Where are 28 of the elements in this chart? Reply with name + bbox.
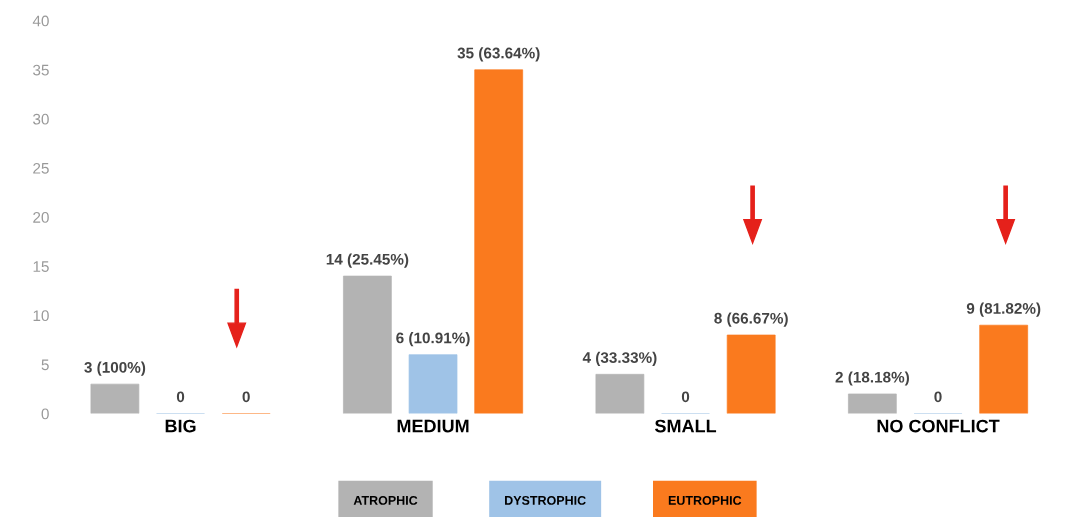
data-label: 3 (100%) bbox=[84, 361, 146, 376]
y-tick-label: 5 bbox=[41, 359, 49, 371]
data-label: 35 (63.64%) bbox=[457, 47, 540, 62]
y-tick-label: 40 bbox=[32, 15, 49, 27]
data-label: 0 bbox=[681, 391, 690, 403]
data-label: 0 bbox=[934, 391, 942, 403]
data-label: 0 bbox=[176, 391, 185, 403]
text: EUTROPHIC bbox=[668, 495, 742, 505]
text: ATROPHIC bbox=[353, 495, 418, 505]
data-label: 2 (18.18%) bbox=[835, 371, 909, 386]
y-tick-label: 25 bbox=[33, 162, 49, 174]
data-label: 6 (10.91%) bbox=[396, 332, 470, 347]
x-tick-label: SMALL bbox=[654, 419, 717, 433]
data-label: 8 (66.67%) bbox=[714, 312, 788, 327]
data-label: 4 (33.33%) bbox=[582, 351, 657, 366]
y-tick-label: 0 bbox=[41, 408, 49, 420]
y-tick-label: 35 bbox=[33, 64, 49, 76]
text: DYSTROPHIC bbox=[505, 495, 586, 505]
y-tick-label: 10 bbox=[33, 310, 49, 322]
data-label: 14 (25.45%) bbox=[326, 253, 409, 268]
x-tick-label: MEDIUM bbox=[397, 419, 469, 433]
data-label: 9 (81.82%) bbox=[966, 302, 1041, 317]
x-tick-label: NO CONFLICT bbox=[877, 419, 1000, 433]
y-tick-label: 30 bbox=[33, 113, 49, 125]
y-tick-label: 20 bbox=[33, 212, 49, 223]
data-label: 0 bbox=[242, 391, 250, 403]
y-tick-label: 15 bbox=[33, 261, 49, 272]
x-tick-label: BIG bbox=[165, 419, 196, 433]
